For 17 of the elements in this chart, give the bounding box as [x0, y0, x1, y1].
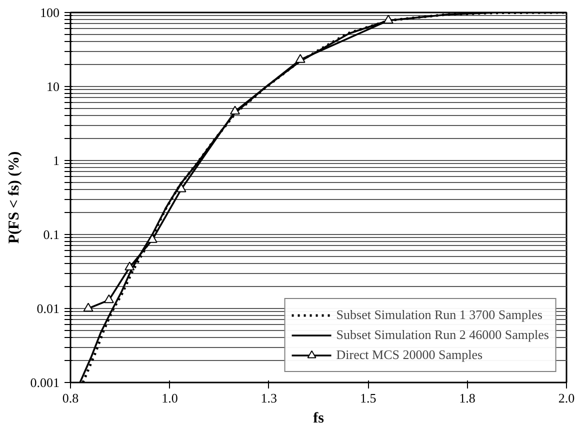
- x-tick-label: 1.0: [162, 390, 178, 406]
- y-tick-label: 100: [40, 5, 60, 20]
- x-tick-label: 2.0: [558, 390, 575, 406]
- y-tick-label: 10: [46, 79, 60, 94]
- legend-label: Subset Simulation Run 2 46000 Samples: [336, 327, 549, 343]
- y-tick-label: 0.001: [30, 375, 60, 390]
- x-tick-label: 1.8: [459, 390, 476, 406]
- legend-label: Subset Simulation Run 1 3700 Samples: [336, 307, 542, 323]
- y-tick-label: 1: [53, 153, 60, 168]
- x-tick-label: 0.8: [62, 390, 79, 406]
- x-tick-label: 1.3: [260, 390, 278, 406]
- x-axis-title: fs: [313, 410, 324, 426]
- x-tick-label: 1.5: [360, 390, 376, 406]
- y-axis-title: P(FS < fs) (%): [6, 151, 22, 244]
- y-tick-label: 0.1: [43, 227, 60, 242]
- legend-label: Direct MCS 20000 Samples: [336, 347, 483, 363]
- y-tick-label: 0.01: [36, 301, 60, 316]
